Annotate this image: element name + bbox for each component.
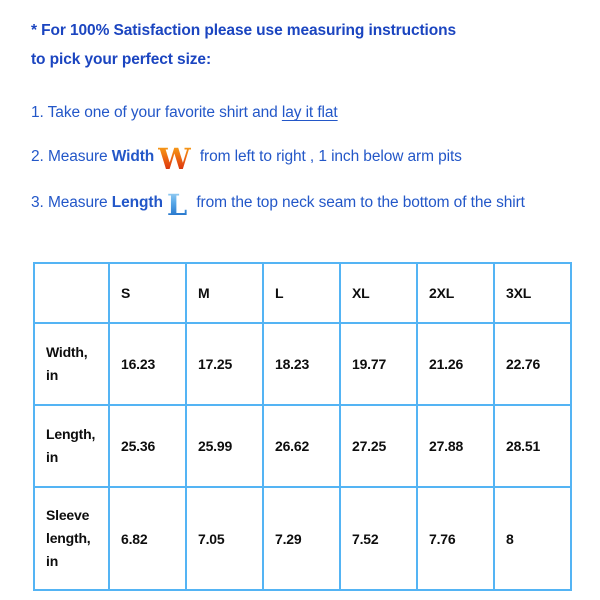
step-2-bold-word: Width <box>111 148 155 165</box>
cell-sleeve-xl: 7.52 <box>339 486 418 591</box>
cell-sleeve-3xl: 8 <box>493 486 572 591</box>
step-1: 1. Take one of your favorite shirt and l… <box>31 98 576 127</box>
cell-sleeve-l: 7.29 <box>262 486 341 591</box>
table-row: Sleeve length, in 6.82 7.05 7.29 7.52 7.… <box>33 486 572 591</box>
table-header-s: S <box>108 262 187 324</box>
step-2-text-before: Measure <box>43 148 112 165</box>
table-row: Length, in 25.36 25.99 26.62 27.25 27.88… <box>33 404 572 488</box>
table-header-xl: XL <box>339 262 418 324</box>
step-3-text-before: Measure <box>43 194 112 211</box>
row-label-width-line2: in <box>46 367 59 383</box>
length-letter-icon: L <box>166 188 188 222</box>
table-header-2xl: 2XL <box>416 262 495 324</box>
size-table-head: S M L XL 2XL 3XL <box>33 262 572 324</box>
table-header-m: M <box>185 262 264 324</box>
table-header-row: S M L XL 2XL 3XL <box>33 262 572 324</box>
width-letter-icon: W <box>158 142 191 176</box>
table-header-l: L <box>262 262 341 324</box>
step-2-text-after: from left to right , 1 inch below arm pi… <box>195 148 462 165</box>
cell-width-l: 18.23 <box>262 322 341 406</box>
cell-width-xl: 19.77 <box>339 322 418 406</box>
row-label-sleeve-length: Sleeve length, in <box>33 486 110 591</box>
row-label-length-line1: Length, <box>46 426 96 442</box>
intro-line-1: * For 100% Satisfaction please use measu… <box>31 22 456 39</box>
cell-sleeve-2xl: 7.76 <box>416 486 495 591</box>
row-label-width: Width, in <box>33 322 110 406</box>
cell-length-s: 25.36 <box>108 404 187 488</box>
step-2: 2. Measure Width W from left to right , 1… <box>31 142 576 176</box>
cell-sleeve-s: 6.82 <box>108 486 187 591</box>
size-table: S M L XL 2XL 3XL Width, in 16.23 17.25 1… <box>33 262 572 591</box>
size-table-body: Width, in 16.23 17.25 18.23 19.77 21.26 … <box>33 322 572 591</box>
table-row: Width, in 16.23 17.25 18.23 19.77 21.26 … <box>33 322 572 406</box>
cell-length-m: 25.99 <box>185 404 264 488</box>
step-1-underlined-text: lay it flat <box>281 104 338 121</box>
step-3-bold-word: Length <box>111 194 163 211</box>
step-1-number: 1. <box>31 104 44 121</box>
row-label-sleeve-line3: in <box>46 553 59 569</box>
row-label-sleeve-line1: Sleeve <box>46 507 90 523</box>
row-label-length: Length, in <box>33 404 110 488</box>
table-corner-cell <box>33 262 110 324</box>
cell-width-s: 16.23 <box>108 322 187 406</box>
intro-line-2: to pick your perfect size: <box>31 51 212 68</box>
cell-width-3xl: 22.76 <box>493 322 572 406</box>
step-3-number: 3. <box>31 194 44 211</box>
cell-length-l: 26.62 <box>262 404 341 488</box>
cell-width-m: 17.25 <box>185 322 264 406</box>
step-1-text-before: Take one of your favorite shirt and <box>43 104 282 121</box>
cell-length-2xl: 27.88 <box>416 404 495 488</box>
row-label-length-line2: in <box>46 449 59 465</box>
instruction-steps: 1. Take one of your favorite shirt and l… <box>31 98 576 234</box>
step-3: 3. Measure Length L from the top neck sea… <box>31 188 576 222</box>
cell-length-3xl: 28.51 <box>493 404 572 488</box>
table-header-3xl: 3XL <box>493 262 572 324</box>
cell-sleeve-m: 7.05 <box>185 486 264 591</box>
cell-width-2xl: 21.26 <box>416 322 495 406</box>
row-label-width-line1: Width, <box>46 344 88 360</box>
row-label-sleeve-line2: length, <box>46 530 91 546</box>
intro-heading: * For 100% Satisfaction please use measu… <box>31 16 571 74</box>
step-2-number: 2. <box>31 148 44 165</box>
cell-length-xl: 27.25 <box>339 404 418 488</box>
step-3-text-after: from the top neck seam to the bottom of … <box>192 194 525 211</box>
